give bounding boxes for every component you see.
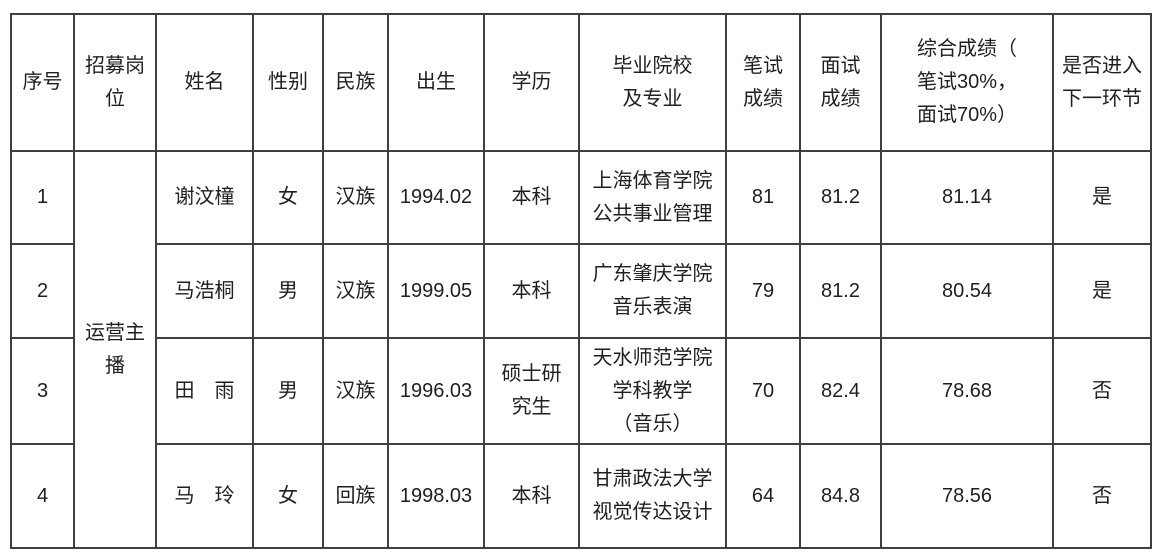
header-written-score: 笔试 成绩 [725, 13, 801, 152]
cell-name: 谢汶橦 [155, 150, 254, 245]
cell-education: 本科 [483, 243, 580, 339]
cell-name: 田 雨 [155, 337, 254, 445]
cell-serial: 3 [10, 337, 75, 445]
header-serial: 序号 [10, 13, 75, 152]
cell-birth: 1996.03 [387, 337, 485, 445]
cell-gender: 男 [252, 243, 324, 339]
cell-birth: 1994.02 [387, 150, 485, 245]
cell-written-score: 79 [725, 243, 801, 339]
cell-gender: 女 [252, 150, 324, 245]
table-header-row: 序号 招募岗 位 姓名 性别 民族 出生 学历 毕业院校 及专业 笔试 成绩 面… [10, 13, 1152, 152]
cell-gender: 女 [252, 443, 324, 549]
cell-gender: 男 [252, 337, 324, 445]
header-next-stage: 是否进入 下一环节 [1052, 13, 1152, 152]
cell-school-major: 上海体育学院 公共事业管理 [578, 150, 727, 245]
cell-ethnicity: 汉族 [322, 337, 389, 445]
cell-interview-score: 84.8 [799, 443, 882, 549]
cell-birth: 1998.03 [387, 443, 485, 549]
cell-composite-score: 81.14 [880, 150, 1054, 245]
cell-next-stage: 否 [1052, 337, 1152, 445]
cell-education: 本科 [483, 443, 580, 549]
table-row: 4 马 玲 女 回族 1998.03 本科 甘肃政法大学 视觉传达设计 64 8… [10, 443, 1152, 549]
cell-serial: 1 [10, 150, 75, 245]
header-school-major: 毕业院校 及专业 [578, 13, 727, 152]
header-gender: 性别 [252, 13, 324, 152]
cell-ethnicity: 汉族 [322, 150, 389, 245]
cell-position-merged: 运营主 播 [73, 150, 157, 549]
cell-education: 硕士研 究生 [483, 337, 580, 445]
cell-birth: 1999.05 [387, 243, 485, 339]
cell-interview-score: 81.2 [799, 243, 882, 339]
cell-serial: 4 [10, 443, 75, 549]
cell-written-score: 81 [725, 150, 801, 245]
cell-next-stage: 是 [1052, 150, 1152, 245]
cell-interview-score: 81.2 [799, 150, 882, 245]
cell-next-stage: 否 [1052, 443, 1152, 549]
header-education: 学历 [483, 13, 580, 152]
cell-education: 本科 [483, 150, 580, 245]
table-row: 1 运营主 播 谢汶橦 女 汉族 1994.02 本科 上海体育学院 公共事业管… [10, 150, 1152, 549]
cell-serial: 2 [10, 243, 75, 339]
cell-school-major: 广东肇庆学院 音乐表演 [578, 243, 727, 339]
cell-written-score: 64 [725, 443, 801, 549]
header-position: 招募岗 位 [73, 13, 157, 152]
cell-ethnicity: 回族 [322, 443, 389, 549]
cell-next-stage: 是 [1052, 243, 1152, 339]
header-composite-score: 综合成绩（ 笔试30%， 面试70%） [880, 13, 1054, 152]
table-row: 2 马浩桐 男 汉族 1999.05 本科 广东肇庆学院 音乐表演 79 81.… [10, 243, 1152, 339]
cell-name: 马浩桐 [155, 243, 254, 339]
cell-name: 马 玲 [155, 443, 254, 549]
cell-composite-score: 80.54 [880, 243, 1054, 339]
cell-interview-score: 82.4 [799, 337, 882, 445]
cell-composite-score: 78.56 [880, 443, 1054, 549]
table-row: 3 田 雨 男 汉族 1996.03 硕士研 究生 天水师范学院 学科教学 （音… [10, 337, 1152, 445]
cell-school-major: 甘肃政法大学 视觉传达设计 [578, 443, 727, 549]
recruitment-results-table: 序号 招募岗 位 姓名 性别 民族 出生 学历 毕业院校 及专业 笔试 成绩 面… [10, 13, 1152, 549]
header-birth: 出生 [387, 13, 485, 152]
header-ethnicity: 民族 [322, 13, 389, 152]
cell-composite-score: 78.68 [880, 337, 1054, 445]
cell-school-major: 天水师范学院 学科教学 （音乐） [578, 337, 727, 445]
header-name: 姓名 [155, 13, 254, 152]
header-interview-score: 面试 成绩 [799, 13, 882, 152]
cell-written-score: 70 [725, 337, 801, 445]
cell-ethnicity: 汉族 [322, 243, 389, 339]
